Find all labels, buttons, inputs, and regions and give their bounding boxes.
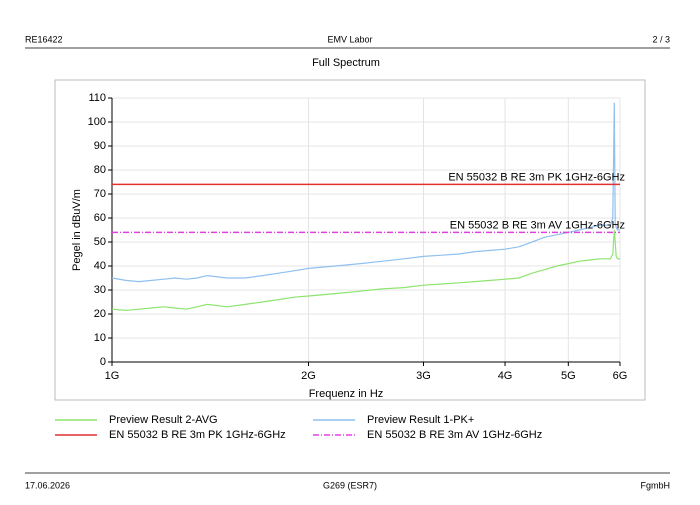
x-tick-label: 6G: [613, 370, 628, 382]
x-axis-label: Frequenz in Hz: [309, 388, 384, 400]
header-right: 2 / 3: [652, 34, 670, 44]
chart-title: Full Spectrum: [312, 57, 380, 69]
y-tick-label: 90: [94, 140, 106, 152]
footer-center: G269 (ESR7): [323, 480, 377, 490]
footer-right: FgmbH: [640, 480, 670, 490]
x-tick-label: 4G: [498, 370, 513, 382]
y-tick-label: 40: [94, 260, 106, 272]
y-tick-label: 100: [88, 116, 106, 128]
chart-frame: [54, 79, 646, 401]
legend-label: Preview Result 1-PK+: [367, 414, 474, 426]
header-center: EMV Labor: [327, 34, 372, 44]
footer-left: 17.06.2026: [25, 480, 70, 490]
y-tick-label: 60: [94, 212, 106, 224]
series-line: [111, 102, 620, 283]
y-tick-label: 80: [94, 164, 106, 176]
y-tick-label: 50: [94, 236, 106, 248]
x-tick-label: 3G: [416, 370, 431, 382]
header-left: RE16422: [25, 34, 63, 44]
y-tick-label: 0: [100, 356, 106, 368]
y-tick-label: 70: [94, 188, 106, 200]
y-tick-label: 20: [94, 308, 106, 320]
y-axis-label: Pegel in dBuV/m: [71, 189, 83, 271]
series-line: [111, 229, 620, 312]
y-tick-label: 30: [94, 284, 106, 296]
legend-label: EN 55032 B RE 3m AV 1GHz-6GHz: [367, 429, 542, 441]
x-tick-label: 1G: [105, 370, 120, 382]
limit-label: EN 55032 B RE 3m AV 1GHz-6GHz: [450, 219, 625, 231]
y-tick-label: 10: [94, 332, 106, 344]
y-tick-label: 110: [88, 92, 106, 104]
legend-label: EN 55032 B RE 3m PK 1GHz-6GHz: [109, 429, 286, 441]
x-tick-label: 2G: [301, 370, 316, 382]
legend-label: Preview Result 2-AVG: [109, 414, 218, 426]
x-tick-label: 5G: [561, 370, 576, 382]
limit-label: EN 55032 B RE 3m PK 1GHz-6GHz: [448, 171, 625, 183]
